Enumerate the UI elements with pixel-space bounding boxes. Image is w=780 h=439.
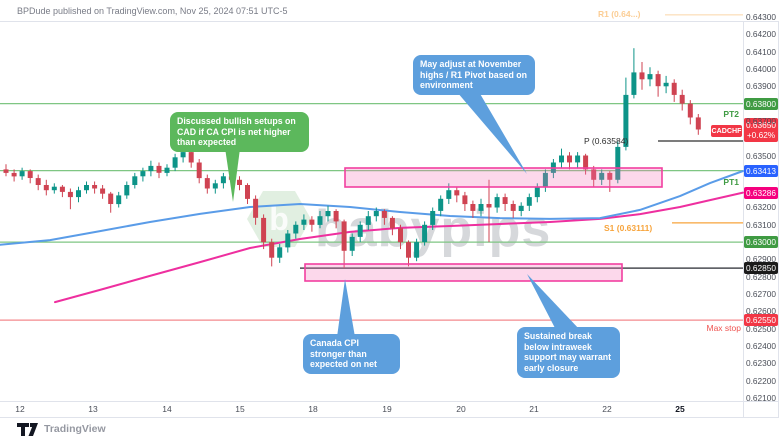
intraweek-support-zone[interactable] — [304, 263, 623, 282]
svg-text:b: b — [269, 201, 289, 237]
frame-top-border — [0, 21, 779, 22]
price-level-badge: 0.62550 — [744, 314, 778, 326]
price-axis-label: 0.63500 — [746, 151, 776, 161]
date-tick-label: 15 — [235, 404, 245, 414]
callout-sustained-break[interactable]: Sustained break below intraweek support … — [517, 327, 620, 378]
sustained-break-tail — [527, 274, 580, 330]
date-tick-label: 13 — [88, 404, 98, 414]
date-tick-label: 22 — [602, 404, 612, 414]
current-price-value: 0.63650 — [746, 119, 776, 130]
price-axis-label: 0.63900 — [746, 81, 776, 91]
price-level-badge: 0.63286 — [744, 187, 778, 199]
attribution-text: BPDude published on TradingView.com, Nov… — [17, 6, 288, 16]
cpi-stronger-tail — [337, 279, 355, 337]
price-axis-label: 0.64100 — [746, 47, 776, 57]
current-price-change: +0.62% — [746, 130, 776, 140]
price-axis-label: 0.62700 — [746, 289, 776, 299]
price-axis-label: 0.62400 — [746, 341, 776, 351]
callout-bullish-setup[interactable]: Discussed bullish setups on CAD if CA CP… — [170, 112, 309, 153]
date-tick-label: 14 — [162, 404, 172, 414]
current-price-badge: 0.63650 +0.62% — [744, 118, 778, 142]
frame-bottom-border — [0, 417, 779, 418]
price-axis-label: 0.63700 — [746, 116, 776, 126]
frame-right-border — [778, 21, 779, 417]
price-level-badge: 0.63413 — [744, 165, 778, 177]
price-axis-label: 0.64000 — [746, 64, 776, 74]
date-tick-label: 21 — [529, 404, 539, 414]
price-axis-label: 0.63100 — [746, 220, 776, 230]
price-level-badge: 0.63000 — [744, 236, 778, 248]
price-axis-label: 0.62300 — [746, 358, 776, 368]
price-axis-label: 0.64200 — [746, 29, 776, 39]
resistance-zone[interactable] — [344, 167, 663, 188]
candles — [3, 48, 701, 269]
price-level-badge: 0.62850 — [744, 262, 778, 274]
price-axis-label: 0.62600 — [746, 306, 776, 316]
price-axis-label: 0.62500 — [746, 324, 776, 334]
level-label: PT2 — [723, 109, 739, 119]
callout-may-adjust[interactable]: May adjust at November highs / R1 Pivot … — [413, 55, 535, 96]
symbol-badge: CADCHF — [711, 125, 742, 137]
price-axis-label: 0.64300 — [746, 12, 776, 22]
level-label: R1 (0.64...) — [598, 9, 641, 19]
may-adjust-tail — [457, 92, 527, 174]
price-axis-label: 0.62100 — [746, 393, 776, 403]
level-labels: P (0.63584) S1 (0.63111) R1 (0.64...) PT2 PT… — [584, 9, 741, 333]
callout-tails — [224, 92, 580, 337]
ma-blue — [0, 170, 744, 246]
date-tick-label: 20 — [456, 404, 466, 414]
price-axis-label: 0.63200 — [746, 202, 776, 212]
callout-cpi-stronger[interactable]: Canada CPI stronger than expected on net — [303, 334, 400, 375]
footer: TradingView — [17, 421, 106, 437]
date-tick-label: 25 — [675, 404, 685, 414]
level-label: Max stop — [707, 323, 742, 333]
time-axis-separator — [0, 401, 779, 402]
level-label: S1 (0.63111) — [604, 223, 652, 233]
price-axis-label: 0.62800 — [746, 272, 776, 282]
level-label: P (0.63584) — [584, 136, 628, 146]
time-axis[interactable]: 12 13 14 15 18 19 20 21 22 25 — [0, 401, 743, 417]
price-axis-label: 0.62900 — [746, 254, 776, 264]
price-level-badge: 0.63800 — [744, 98, 778, 110]
bullish-setup-tail — [224, 141, 241, 202]
level-label: PT1 — [723, 177, 739, 187]
date-tick-label: 18 — [308, 404, 318, 414]
price-axis-separator — [743, 21, 744, 417]
date-tick-label: 12 — [15, 404, 25, 414]
tradingview-logo-text: TradingView — [44, 423, 106, 435]
price-axis-label: 0.62200 — [746, 376, 776, 386]
price-axis[interactable]: 0.63650 +0.62% 0.64300 0.64200 0.64100 0.64… — [744, 0, 780, 403]
date-tick-label: 19 — [382, 404, 392, 414]
tradingview-logo-icon — [17, 422, 38, 436]
